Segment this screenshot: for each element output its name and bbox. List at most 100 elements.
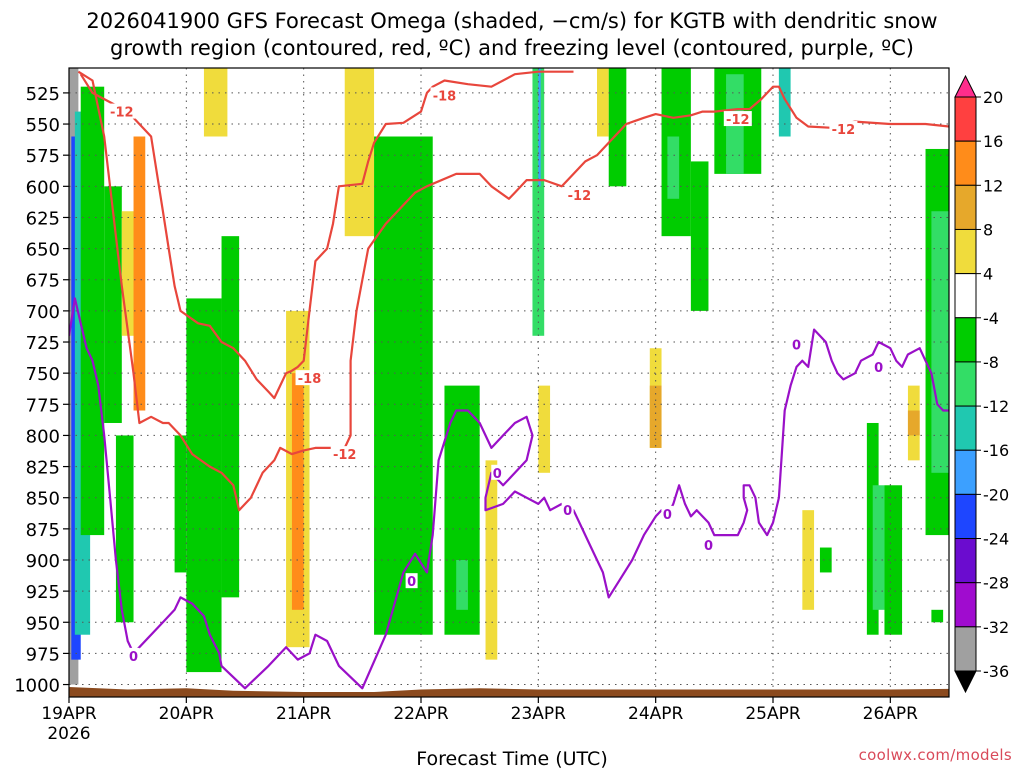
contour-label-bg-2 xyxy=(723,111,752,127)
x-axis: 19APR 20APR 21APR 22APR 23APR 24APR 25APR 26APR… xyxy=(41,697,918,744)
colorbar-label-12: -32 xyxy=(983,618,1009,637)
colorbar-segment-1 xyxy=(954,140,977,186)
y-tick-label-700: 700 xyxy=(26,302,60,323)
contour-label-bg-0 xyxy=(107,103,136,119)
contour-label-bg-12 xyxy=(702,537,715,553)
colorbar-label-5: -4 xyxy=(983,309,999,328)
y-tick-label-875: 875 xyxy=(26,520,60,541)
colorbar-label-10: -24 xyxy=(983,530,1009,549)
x-axis-label: Forecast Time (UTC) xyxy=(416,748,607,768)
colorbar-label-6: -8 xyxy=(983,353,999,372)
contour-label-12: 0 xyxy=(704,539,713,554)
colorbar-label-0: 20 xyxy=(983,88,1003,107)
contour-label-bg-13 xyxy=(790,336,803,352)
x-tick-label-25APR: 25APR xyxy=(745,704,801,724)
contour-label-3: -12 xyxy=(832,123,856,138)
contour-label-bg-9 xyxy=(491,464,504,480)
x-tick-label-24APR: 24APR xyxy=(628,704,684,724)
x-tick-label-26APR: 26APR xyxy=(863,704,919,724)
colorbar-segment-8 xyxy=(954,449,977,495)
omega-cell-18 xyxy=(485,460,498,660)
colorbar-segment-3 xyxy=(954,228,977,275)
chart-title: 2026041900 GFS Forecast Omega (shaded, −… xyxy=(0,8,1024,62)
omega-cell-7 xyxy=(115,435,134,623)
contour-label-bg-14 xyxy=(872,358,885,374)
contour-label-bg-7 xyxy=(127,647,140,663)
credit-text: coolwx.com/models xyxy=(858,746,1012,764)
contour-label-bg-11 xyxy=(661,505,674,521)
y-tick-label-600: 600 xyxy=(26,177,60,198)
colorbar-label-9: -20 xyxy=(983,485,1009,504)
omega-cell-22 xyxy=(597,68,609,137)
omega-cell-21 xyxy=(538,385,551,473)
y-tick-label-825: 825 xyxy=(26,458,60,479)
x-tick-label-21APR: 21APR xyxy=(276,704,332,724)
contour-label-bg-10 xyxy=(561,502,574,518)
contour-label-1: -18 xyxy=(433,89,457,104)
colorbar-label-13: -36 xyxy=(983,662,1009,681)
omega-cell-13 xyxy=(291,373,304,610)
x-tick-sublabel: 2026 xyxy=(47,724,90,744)
y-tick-label-625: 625 xyxy=(26,208,60,229)
y-tick-label-525: 525 xyxy=(26,84,60,105)
colorbar-segment-9 xyxy=(954,493,977,540)
colorbar-segment-5 xyxy=(954,317,977,363)
omega-cell-31 xyxy=(778,68,791,137)
colorbar-segment-7 xyxy=(954,405,977,451)
omega-cell-33 xyxy=(819,547,832,573)
contour-label-10: 0 xyxy=(563,504,572,519)
omega-cell-23 xyxy=(608,68,627,187)
contour-label-0: -12 xyxy=(110,106,134,121)
colorbar-segment-11 xyxy=(954,582,977,628)
x-tick-label-22APR: 22APR xyxy=(393,704,449,724)
colorbar-segment-0 xyxy=(954,96,977,142)
y-tick-label-750: 750 xyxy=(26,364,60,385)
contour-series-2 xyxy=(69,297,949,690)
colorbar-segment-10 xyxy=(954,538,977,584)
colorbar-label-2: 12 xyxy=(983,176,1003,195)
colorbar-label-11: -28 xyxy=(983,574,1009,593)
colorbar-bottom-triangle xyxy=(954,670,977,694)
omega-cell-11 xyxy=(203,68,228,137)
omega-cell-10 xyxy=(221,236,240,598)
omega-cell-25 xyxy=(649,385,662,448)
x-tick-label-20APR: 20APR xyxy=(159,704,215,724)
x-tick-label-23APR: 23APR xyxy=(511,704,567,724)
contour-lines xyxy=(69,70,949,690)
omega-cell-19 xyxy=(532,68,545,336)
omega-cell-4 xyxy=(104,186,122,423)
contour-label-bg-8 xyxy=(405,573,418,589)
contour-label-13: 0 xyxy=(792,339,801,354)
omega-cell-3 xyxy=(80,86,105,536)
contour-labels: -12 -18 -12 -12 -12 -18 -12 0 0 0 0 0 0 0 0 xyxy=(107,87,885,665)
contour-label-4: -12 xyxy=(568,189,592,204)
colorbar: 20 16 12 8 4 -4 -8 -12 -16 -20 -24 -28 -32 -36 xyxy=(954,74,1009,694)
y-tick-label-725: 725 xyxy=(26,333,60,354)
y-tick-label-550: 550 xyxy=(26,115,60,136)
colorbar-label-7: -12 xyxy=(983,397,1009,416)
colorbar-label-4: 4 xyxy=(983,265,993,284)
contour-label-7: 0 xyxy=(129,650,138,665)
colorbar-top-triangle xyxy=(954,74,977,98)
title-line-2: growth region (contoured, red, ºC) and f… xyxy=(110,36,914,60)
title-line-1: 2026041900 GFS Forecast Omega (shaded, −… xyxy=(86,9,938,33)
x-tick-label-19APR: 19APR xyxy=(41,704,97,724)
y-tick-label-900: 900 xyxy=(26,551,60,572)
contour-label-9: 0 xyxy=(493,467,502,482)
omega-cell-17 xyxy=(456,559,468,610)
omega-cell-8 xyxy=(174,435,187,573)
y-axis: 525 550 575 600 625 650 675 700 725 750 775 800 825 8… xyxy=(14,84,69,697)
contour-label-14: 0 xyxy=(874,361,883,376)
y-tick-label-975: 975 xyxy=(26,644,60,665)
contour-label-bg-3 xyxy=(829,121,858,137)
omega-cell-41 xyxy=(931,609,944,623)
colorbar-segment-4 xyxy=(954,273,977,319)
colorbar-label-8: -16 xyxy=(983,441,1009,460)
colorbar-segment-6 xyxy=(954,361,977,407)
colorbar-segment-2 xyxy=(954,184,977,230)
y-tick-label-775: 775 xyxy=(26,395,60,416)
contour-label-5: -18 xyxy=(298,372,322,387)
omega-cell-35 xyxy=(872,485,885,610)
grid-lines xyxy=(69,68,949,697)
